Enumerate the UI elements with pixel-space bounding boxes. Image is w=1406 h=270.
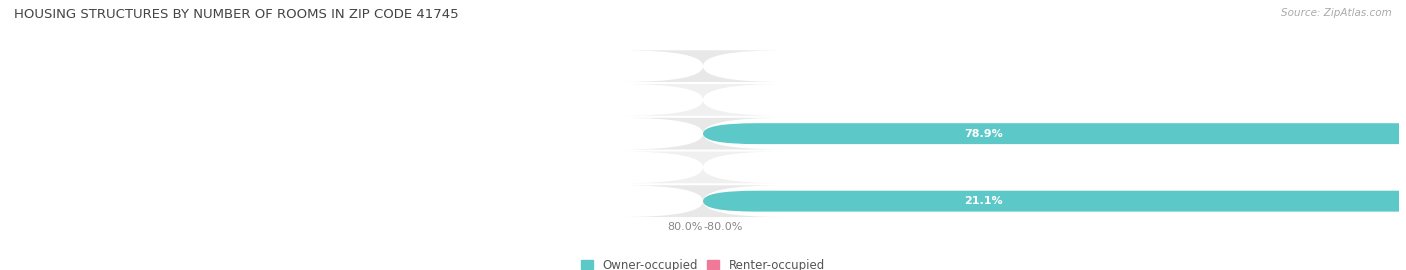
FancyBboxPatch shape [621, 84, 785, 116]
FancyBboxPatch shape [703, 191, 1406, 212]
Text: 78.9%: 78.9% [965, 129, 1002, 139]
Text: -80.0%: -80.0% [703, 222, 742, 232]
Text: 80.0%: 80.0% [668, 222, 703, 232]
FancyBboxPatch shape [621, 151, 785, 183]
FancyBboxPatch shape [621, 185, 785, 217]
FancyBboxPatch shape [621, 118, 785, 150]
Legend: Owner-occupied, Renter-occupied: Owner-occupied, Renter-occupied [581, 259, 825, 270]
FancyBboxPatch shape [621, 50, 785, 82]
Text: 21.1%: 21.1% [965, 196, 1002, 206]
Text: Source: ZipAtlas.com: Source: ZipAtlas.com [1281, 8, 1392, 18]
FancyBboxPatch shape [703, 123, 1406, 144]
Text: HOUSING STRUCTURES BY NUMBER OF ROOMS IN ZIP CODE 41745: HOUSING STRUCTURES BY NUMBER OF ROOMS IN… [14, 8, 458, 21]
